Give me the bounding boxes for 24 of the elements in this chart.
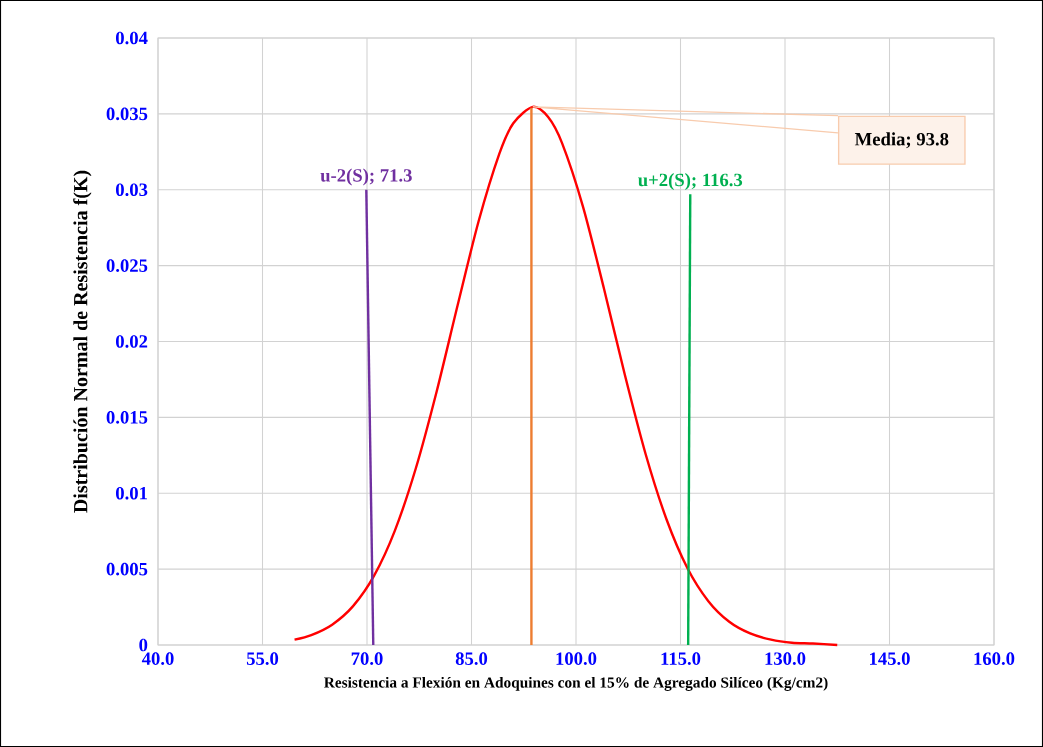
y-tick-label: 0 — [139, 638, 148, 652]
x-tick-label: 115.0 — [661, 652, 701, 666]
x-tick-label: 130.0 — [765, 652, 806, 666]
y-tick-label: 0.025 — [106, 259, 148, 272]
x-axis-title: Resistencia a Flexión en Adoquines con el 15% de Agregado Silíceo (Kg/cm2) — [324, 676, 828, 691]
y-tick-label: 0.04 — [116, 31, 148, 45]
annotation: Media; 93.8 — [854, 132, 949, 149]
series-label: u-2(S); 71.3 — [320, 168, 412, 186]
x-tick-label: 55.0 — [246, 652, 279, 666]
y-tick-label: 0.01 — [116, 486, 147, 500]
y-tick-label: 0.03 — [116, 183, 148, 197]
y-tick-label: 0.005 — [106, 562, 148, 576]
x-tick-label: 100.0 — [556, 652, 597, 666]
y-tick-label: 0.015 — [106, 411, 148, 424]
line-series — [293, 105, 839, 647]
x-tick-label: 145.0 — [870, 652, 910, 666]
x-tick-label: 160.0 — [974, 652, 1015, 666]
x-tick-label: 85.0 — [455, 652, 488, 666]
series-label: u+2(S); 116.3 — [638, 173, 743, 191]
y-axis-title: Distribución Normal de Resistencia f(K) — [73, 170, 92, 513]
y-tick-label: 0.035 — [106, 107, 148, 121]
x-tick-label: 40.0 — [141, 652, 174, 666]
x-tick-label: 70.0 — [351, 652, 383, 666]
y-tick-label: 0.02 — [116, 335, 148, 348]
